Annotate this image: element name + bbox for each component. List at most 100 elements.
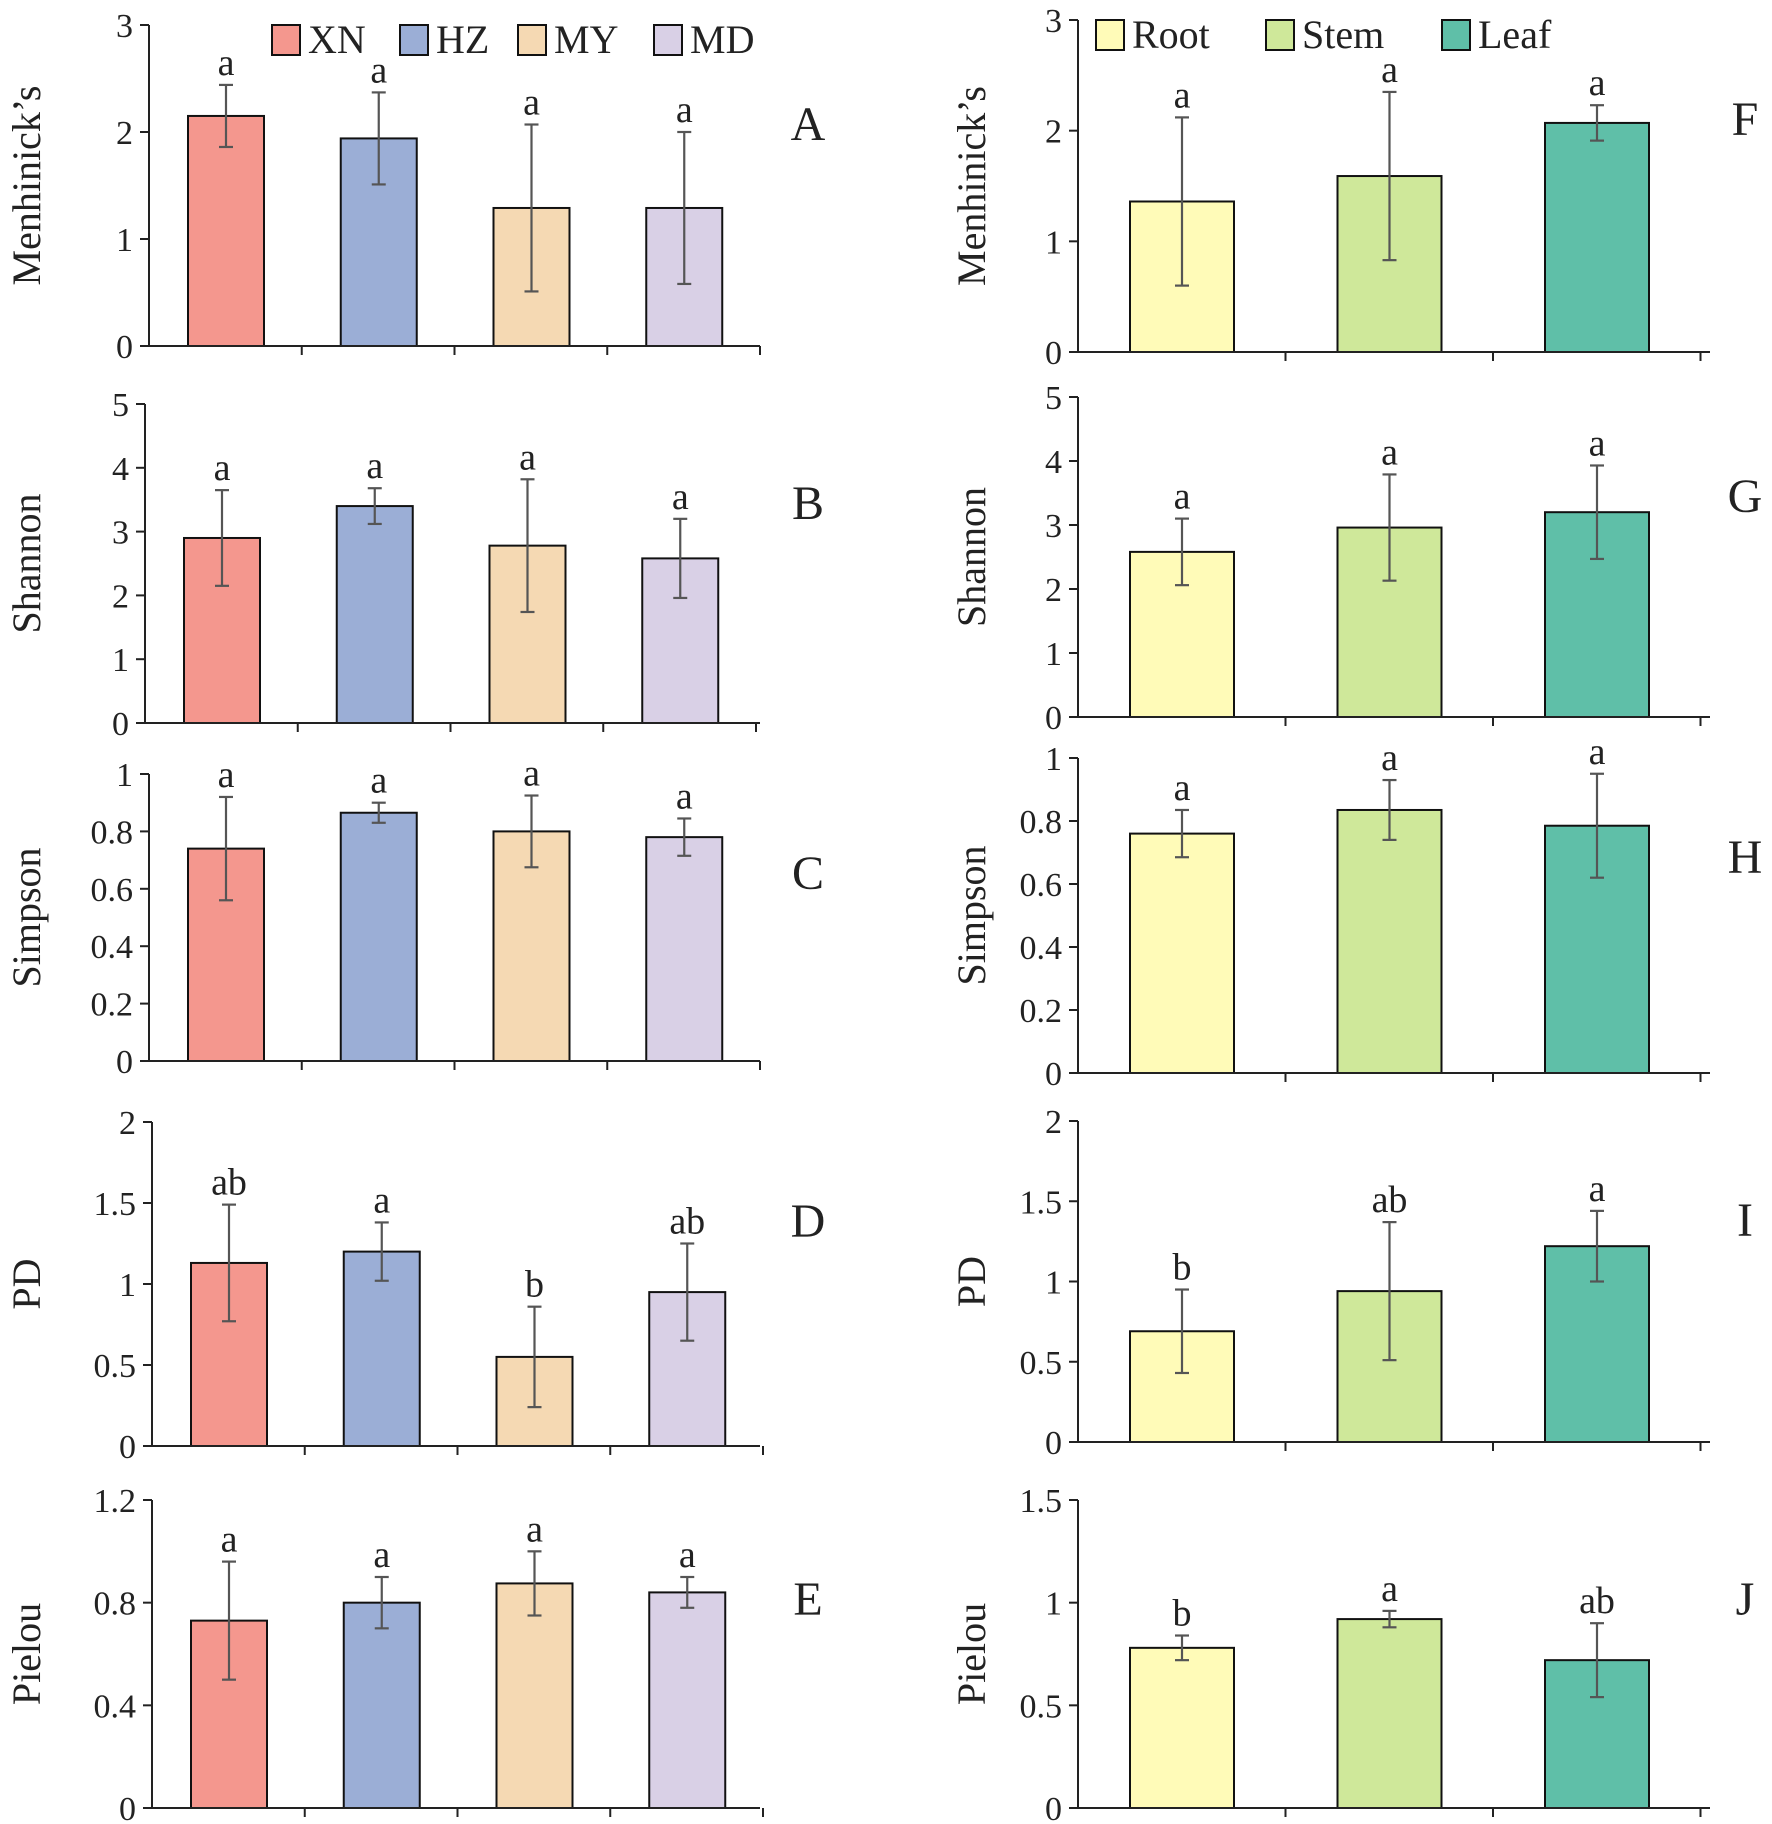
legend-swatch-leaf (1441, 19, 1471, 51)
y-tick-label-E: 0.8 (94, 1586, 137, 1623)
significance-letter-F-stem: a (1381, 49, 1398, 91)
significance-letter-I-leaf: a (1589, 1168, 1606, 1210)
y-tick-label-H: 0 (1045, 1056, 1062, 1093)
significance-letter-A-hz: a (370, 49, 387, 91)
y-tick-label-C: 0.8 (91, 814, 134, 851)
significance-letter-B-hz: a (366, 445, 383, 487)
y-axis-title-A: Menhinick’s (4, 86, 49, 286)
panel-label-I: I (1737, 1194, 1753, 1247)
legend-label-leaf: Leaf (1478, 12, 1552, 57)
legend-swatch-md (653, 24, 683, 56)
significance-letter-C-my: a (523, 753, 540, 795)
y-axis-title-C: Simpson (4, 847, 49, 987)
bar-C-my (492, 830, 571, 1063)
bar-E-hz (342, 1601, 421, 1809)
y-tick-label-B: 1 (112, 642, 129, 679)
significance-letter-G-stem: a (1381, 431, 1398, 473)
bar-C-hz (339, 811, 418, 1062)
legend-label-my: MY (554, 17, 618, 62)
significance-letter-A-my: a (523, 82, 540, 124)
y-tick-label-G: 5 (1045, 380, 1062, 417)
panel-label-D: D (791, 1195, 826, 1248)
significance-letter-F-root: a (1174, 74, 1191, 116)
bar-E-md (648, 1591, 727, 1810)
bar-H-root (1129, 832, 1235, 1074)
y-tick-label-F: 3 (1045, 3, 1062, 40)
y-tick-label-C: 0.4 (91, 929, 134, 966)
y-tick-label-J: 0.5 (1020, 1688, 1063, 1725)
y-tick-label-I: 0 (1045, 1425, 1062, 1462)
panel-label-G: G (1728, 470, 1763, 523)
y-tick-label-A: 1 (116, 222, 133, 259)
y-tick-label-H: 1 (1045, 741, 1062, 778)
panel-label-C: C (792, 847, 824, 900)
y-tick-label-E: 0.4 (94, 1688, 137, 1725)
y-axis-title-E: Pielou (4, 1603, 49, 1705)
significance-letter-E-my: a (526, 1508, 543, 1550)
y-tick-label-G: 2 (1045, 572, 1062, 609)
y-tick-label-A: 0 (116, 329, 133, 366)
y-tick-label-A: 2 (116, 115, 133, 152)
significance-letter-E-md: a (679, 1534, 696, 1576)
bar-H-stem (1336, 808, 1443, 1074)
y-tick-label-G: 3 (1045, 508, 1062, 545)
y-axis-title-G: Shannon (949, 487, 994, 627)
bar-D-hz (342, 1250, 421, 1447)
significance-letter-D-hz: a (373, 1179, 390, 1221)
bar-B-hz (335, 505, 414, 724)
significance-letter-B-my: a (519, 436, 536, 478)
significance-letter-B-md: a (672, 476, 689, 518)
panel-label-J: J (1736, 1573, 1755, 1626)
y-axis-title-I: PD (949, 1256, 994, 1307)
y-tick-label-I: 2 (1045, 1104, 1062, 1141)
y-tick-label-G: 0 (1045, 700, 1062, 737)
panel-label-F: F (1732, 93, 1759, 146)
legend-label-hz: HZ (436, 17, 489, 62)
y-axis-title-F: Menhinick’s (949, 86, 994, 286)
significance-letter-G-leaf: a (1589, 422, 1606, 464)
y-tick-label-A: 3 (116, 8, 133, 45)
legend-label-root: Root (1132, 12, 1210, 57)
bar-J-root (1129, 1646, 1235, 1809)
bar-J-stem (1336, 1618, 1443, 1810)
y-tick-label-C: 0 (116, 1044, 133, 1081)
y-tick-label-F: 1 (1045, 224, 1062, 261)
legend-swatch-hz (399, 24, 429, 56)
y-tick-label-E: 1.2 (94, 1483, 137, 1520)
significance-letter-C-md: a (676, 775, 693, 817)
significance-letter-E-hz: a (373, 1534, 390, 1576)
significance-letter-D-my: b (525, 1264, 544, 1306)
y-tick-label-J: 1 (1045, 1586, 1062, 1623)
y-tick-label-F: 2 (1045, 114, 1062, 151)
significance-letter-J-stem: a (1381, 1568, 1398, 1610)
y-tick-label-B: 4 (112, 451, 129, 488)
y-tick-label-C: 0.6 (91, 872, 134, 909)
y-axis-title-B: Shannon (4, 494, 49, 634)
significance-letter-F-leaf: a (1589, 62, 1606, 104)
panel-label-H: H (1728, 831, 1763, 884)
y-tick-label-D: 2 (119, 1105, 136, 1142)
y-tick-label-J: 0 (1045, 1791, 1062, 1824)
y-tick-label-E: 0 (119, 1791, 136, 1824)
bar-E-my (495, 1582, 574, 1809)
legend-swatch-root (1095, 19, 1125, 51)
significance-letter-C-hz: a (370, 760, 387, 802)
significance-letter-G-root: a (1174, 476, 1191, 518)
y-tick-label-C: 0.2 (91, 987, 134, 1024)
panel-label-B: B (792, 477, 824, 530)
y-tick-label-G: 4 (1045, 444, 1062, 481)
y-tick-label-I: 1.5 (1020, 1184, 1063, 1221)
y-tick-label-B: 0 (112, 706, 129, 743)
y-tick-label-H: 0.6 (1020, 867, 1063, 904)
legend-label-md: MD (690, 17, 754, 62)
y-tick-label-H: 0.8 (1020, 804, 1063, 841)
legend-label-stem: Stem (1302, 12, 1384, 57)
panel-label-A: A (791, 98, 826, 151)
significance-letter-D-xn: ab (211, 1162, 247, 1204)
significance-letter-A-md: a (676, 89, 693, 131)
bar-F-leaf (1544, 121, 1650, 353)
significance-letter-H-leaf: a (1589, 731, 1606, 773)
significance-letter-H-stem: a (1381, 737, 1398, 779)
legend-swatch-my (517, 24, 547, 56)
